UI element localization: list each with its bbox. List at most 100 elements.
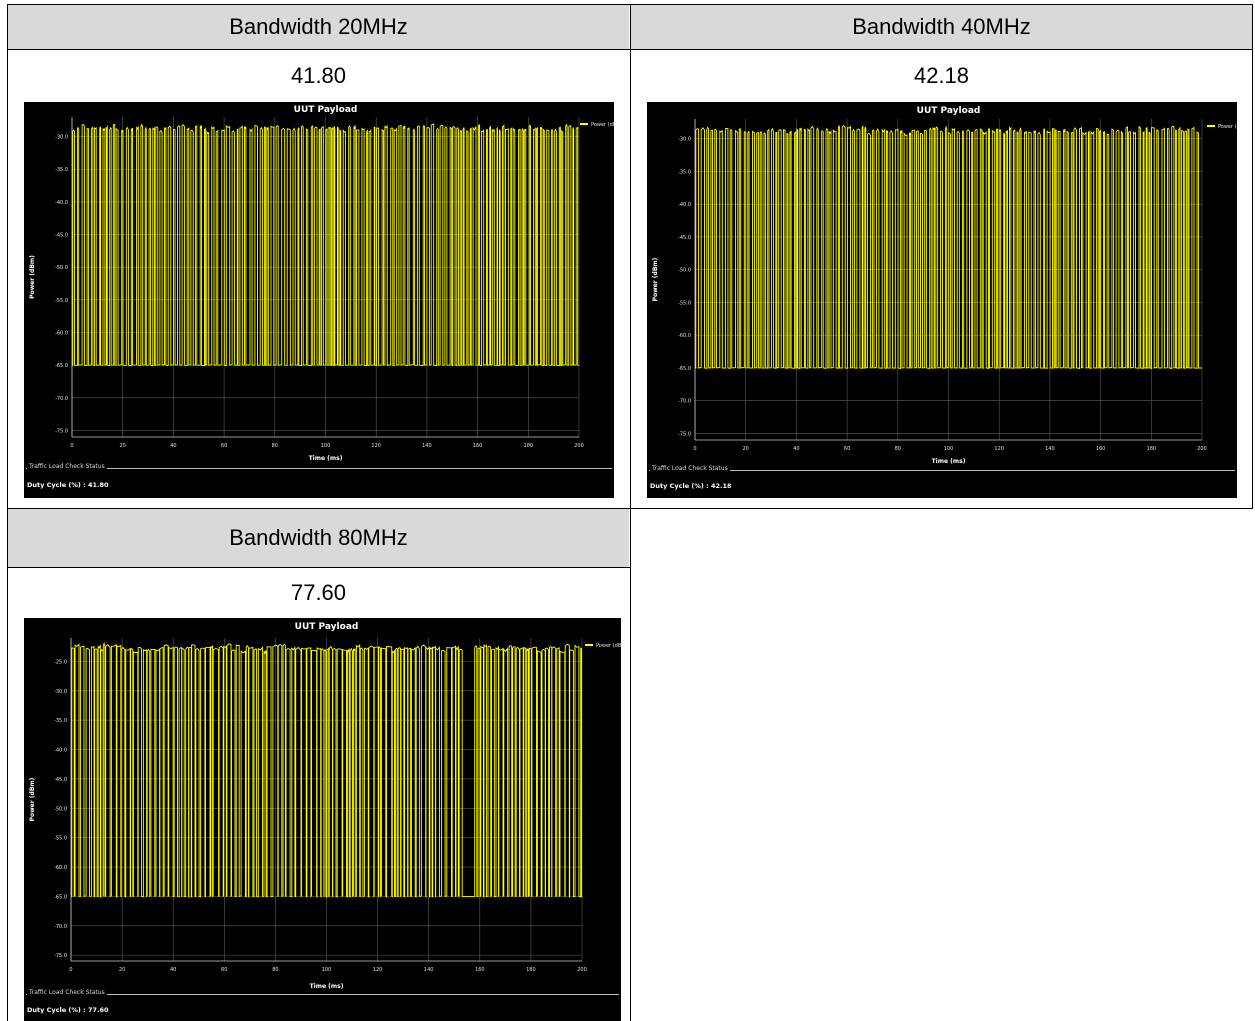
x-tick-label: 80 xyxy=(272,967,278,973)
status-group-label: Traffic Load Check Status xyxy=(27,463,107,470)
x-tick-label: 100 xyxy=(322,967,332,973)
chart-panel-80mhz: -25.0 -30.0 -35.0 -40.0 -45.0 -50.0 -55.0 -60.0… xyxy=(24,618,621,1021)
y-tick-label: -35.0 xyxy=(55,167,68,173)
chart-panel-20mhz: -30.0 -35.0 -40.0 -45.0 -50.0 -55.0 -60.0 -65.0… xyxy=(24,102,614,498)
x-axis-label: Time (ms) xyxy=(932,458,966,464)
x-tick-label: 20 xyxy=(120,443,126,449)
power-chart-80mhz: -25.0 -30.0 -35.0 -40.0 -45.0 -50.0 -55.0 -60.0… xyxy=(29,622,621,990)
value-80mhz: 77.60 xyxy=(290,580,347,605)
x-axis-label: Time (ms) xyxy=(310,983,344,990)
x-tick-label: 80 xyxy=(895,446,901,452)
traffic-load-status-panel: Traffic Load Check Status Duty Cycle (%)… xyxy=(24,463,614,498)
x-tick-label: 40 xyxy=(170,967,176,973)
x-tick-label: 60 xyxy=(221,967,227,973)
x-tick-label: 20 xyxy=(743,446,749,452)
y-tick-label: -45.0 xyxy=(678,235,691,241)
y-axis-label: Power (dBm) xyxy=(29,777,36,821)
x-tick-label: 0 xyxy=(693,446,696,452)
y-tick-label: -65.0 xyxy=(54,894,67,900)
y-tick-label: -55.0 xyxy=(678,300,691,306)
x-tick-label: 140 xyxy=(1045,446,1055,452)
x-tick-label: 0 xyxy=(69,967,72,973)
x-tick-label: 60 xyxy=(221,443,227,449)
legend-label: Power (dBm) xyxy=(596,643,621,649)
y-tick-label: -55.0 xyxy=(54,836,67,842)
table-border-right xyxy=(1252,4,1253,509)
y-tick-label: -40.0 xyxy=(55,200,68,206)
x-tick-label: 140 xyxy=(422,443,432,449)
y-tick-label: -30.0 xyxy=(678,137,691,143)
x-tick-label: 120 xyxy=(373,967,383,973)
y-tick-label: -45.0 xyxy=(55,233,68,239)
x-tick-label: 120 xyxy=(994,446,1004,452)
y-tick-label: -70.0 xyxy=(55,396,68,402)
x-tick-label: 180 xyxy=(524,443,534,449)
x-tick-label: 120 xyxy=(371,443,381,449)
x-tick-label: 160 xyxy=(475,967,485,973)
x-tick-label: 200 xyxy=(574,443,584,449)
x-tick-label: 100 xyxy=(944,446,954,452)
status-group-line xyxy=(26,994,619,995)
y-tick-label: -30.0 xyxy=(55,135,68,141)
y-tick-label: -60.0 xyxy=(55,331,68,337)
traffic-load-status-panel: Traffic Load Check Status Duty Cycle (%)… xyxy=(647,465,1237,498)
power-chart-20mhz: -30.0 -35.0 -40.0 -45.0 -50.0 -55.0 -60.0 -65.0… xyxy=(29,105,614,462)
y-tick-label: -75.0 xyxy=(55,428,68,434)
status-group-label: Traffic Load Check Status xyxy=(650,465,730,472)
chart-title: UUT Payload xyxy=(917,106,981,116)
chart-title: UUT Payload xyxy=(294,105,358,115)
y-tick-label: -40.0 xyxy=(54,748,67,754)
y-tick-label: -35.0 xyxy=(678,169,691,175)
y-tick-label: -65.0 xyxy=(678,366,691,372)
x-tick-label: 0 xyxy=(70,443,73,449)
power-trace xyxy=(71,641,583,899)
power-chart-40mhz: -30.0 -35.0 -40.0 -45.0 -50.0 -55.0 -60.0 -65.0… xyxy=(652,106,1237,464)
y-tick-label: -50.0 xyxy=(55,265,68,271)
x-tick-label: 180 xyxy=(526,967,536,973)
header-cell-40mhz: Bandwidth 40MHz xyxy=(631,5,1252,49)
duty-cycle-readout: Duty Cycle (%) : 41.80 xyxy=(27,481,109,489)
y-tick-label: -75.0 xyxy=(54,953,67,959)
x-axis-label: Time (ms) xyxy=(309,455,343,462)
y-tick-label: -35.0 xyxy=(54,718,67,724)
y-tick-label: -70.0 xyxy=(678,399,691,405)
x-tick-label: 160 xyxy=(1096,446,1106,452)
header-label: Bandwidth 40MHz xyxy=(852,14,1031,39)
y-tick-label: -30.0 xyxy=(54,689,67,695)
value-40mhz: 42.18 xyxy=(913,63,970,88)
header-divider-2 xyxy=(7,567,630,568)
y-tick-label: -50.0 xyxy=(54,806,67,812)
x-tick-label: 40 xyxy=(170,443,176,449)
x-tick-label: 160 xyxy=(473,443,483,449)
x-tick-label: 140 xyxy=(424,967,434,973)
status-group-line xyxy=(26,468,612,469)
header-cell-20mhz: Bandwidth 20MHz xyxy=(8,5,629,49)
chart-title: UUT Payload xyxy=(295,622,359,632)
power-trace xyxy=(695,124,1203,370)
table-border-left xyxy=(7,4,8,1021)
power-trace xyxy=(72,123,580,367)
traffic-load-status-panel: Traffic Load Check Status Duty Cycle (%)… xyxy=(24,989,621,1021)
status-group-line xyxy=(649,470,1235,471)
y-tick-label: -45.0 xyxy=(54,777,67,783)
x-tick-label: 20 xyxy=(119,967,125,973)
duty-cycle-readout: Duty Cycle (%) : 42.18 xyxy=(650,482,732,490)
y-tick-label: -40.0 xyxy=(678,202,691,208)
x-tick-label: 200 xyxy=(1197,446,1207,452)
y-axis-label: Power (dBm) xyxy=(652,257,659,301)
y-tick-label: -25.0 xyxy=(54,659,67,665)
y-tick-label: -70.0 xyxy=(54,924,67,930)
legend-label: Power (dBm) xyxy=(1218,124,1237,130)
x-tick-label: 40 xyxy=(793,446,799,452)
duty-cycle-readout: Duty Cycle (%) : 77.60 xyxy=(27,1006,109,1014)
chart-panel-40mhz: -30.0 -35.0 -40.0 -45.0 -50.0 -55.0 -60.0 -65.0… xyxy=(647,102,1237,498)
y-axis-label: Power (dBm) xyxy=(29,255,36,299)
column-divider xyxy=(630,4,631,1021)
status-group-label: Traffic Load Check Status xyxy=(27,989,107,996)
y-tick-label: -65.0 xyxy=(55,363,68,369)
y-tick-label: -50.0 xyxy=(678,268,691,274)
y-tick-label: -75.0 xyxy=(678,431,691,437)
y-tick-label: -60.0 xyxy=(678,333,691,339)
y-tick-label: -60.0 xyxy=(54,865,67,871)
x-tick-label: 100 xyxy=(321,443,331,449)
